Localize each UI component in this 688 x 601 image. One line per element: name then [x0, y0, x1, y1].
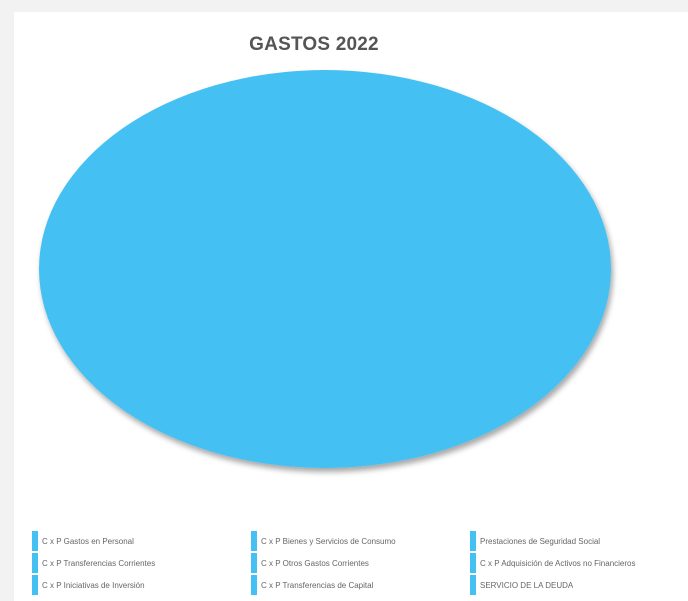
legend-swatch	[251, 531, 257, 551]
legend-swatch	[251, 553, 257, 573]
legend-label: C x P Adquisición de Activos no Financie…	[480, 558, 636, 568]
legend-label: C x P Otros Gastos Corrientes	[261, 558, 369, 568]
legend-label: C x P Gastos en Personal	[42, 536, 134, 546]
legend-item: SERVICIO DE LA DEUDA	[470, 575, 574, 595]
legend-label: C x P Transferencias de Capital	[261, 580, 374, 590]
legend-item: C x P Adquisición de Activos no Financie…	[470, 553, 636, 573]
chart-title: GASTOS 2022	[249, 34, 379, 55]
legend-item: C x P Gastos en Personal	[32, 531, 134, 551]
legend-swatch	[470, 531, 476, 551]
legend-swatch	[32, 575, 38, 595]
legend-swatch	[251, 575, 257, 595]
legend-label: C x P Bienes y Servicios de Consumo	[261, 536, 396, 546]
legend-item: Prestaciones de Seguridad Social	[470, 531, 601, 551]
legend-swatch	[32, 531, 38, 551]
legend-label: SERVICIO DE LA DEUDA	[480, 580, 574, 590]
legend-label: Prestaciones de Seguridad Social	[480, 536, 601, 546]
legend-label: C x P Transferencias Corrientes	[42, 558, 156, 568]
legend-swatch	[32, 553, 38, 573]
legend-item: C x P Otros Gastos Corrientes	[251, 553, 369, 573]
legend-item: C x P Bienes y Servicios de Consumo	[251, 531, 396, 551]
legend-label: C x P Iniciativas de Inversión	[42, 580, 145, 590]
chart-area: GASTOS 2022	[14, 12, 688, 601]
pie-chart	[39, 70, 611, 468]
legend-item: C x P Transferencias de Capital	[251, 575, 374, 595]
legend-swatch	[470, 575, 476, 595]
legend-swatch	[470, 553, 476, 573]
pie-slice	[39, 70, 611, 468]
chart-legend: C x P Gastos en Personal C x P Bienes y S…	[18, 530, 678, 601]
legend-item: C x P Transferencias Corrientes	[32, 553, 156, 573]
legend-item: C x P Iniciativas de Inversión	[32, 575, 145, 595]
